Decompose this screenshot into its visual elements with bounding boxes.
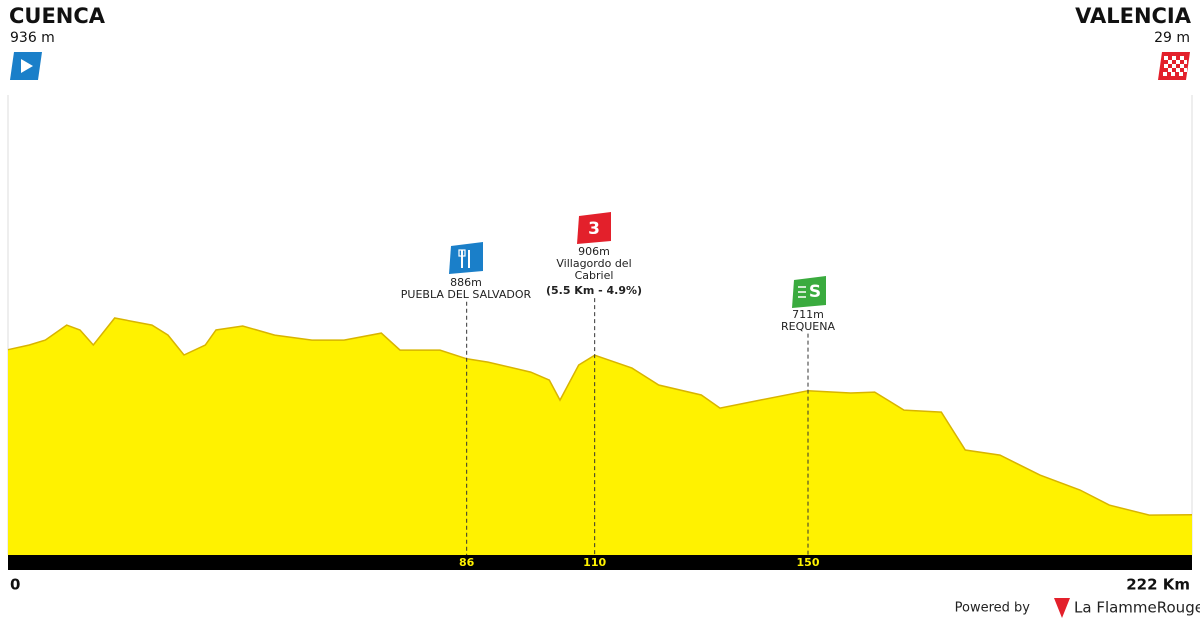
climb-category: 3: [588, 219, 600, 239]
marker-elevation: 711m: [792, 308, 824, 321]
finish-elevation: 29 m: [1154, 30, 1190, 46]
km-bar: [8, 555, 1192, 570]
marker-km: 86: [459, 556, 475, 569]
x-tick-label: 0: [10, 576, 20, 594]
finish-name: VALENCIA: [1075, 4, 1191, 28]
marker-km: 110: [583, 556, 606, 569]
sprint-icon: [792, 276, 826, 308]
elevation-line: [7, 317, 1193, 516]
marker-label: 906m Villagordo del Cabriel (5.5 Km - 4.…: [494, 246, 694, 297]
start-elevation: 936 m: [10, 30, 55, 46]
sprint-badge: S: [809, 282, 821, 302]
marker-name: Villagordo del Cabriel: [556, 257, 632, 282]
marker-name: PUEBLA DEL SALVADOR: [400, 288, 532, 301]
marker-name: REQUENA: [780, 320, 835, 333]
marker-label: 711m REQUENA: [708, 309, 908, 333]
marker-label: 886m PUEBLA DEL SALVADOR: [366, 277, 566, 301]
feed-icon: [449, 242, 483, 274]
marker-km: 150: [797, 556, 820, 569]
brand-logo: [1054, 598, 1070, 618]
start-arrow: [21, 59, 33, 73]
climb-icon: [577, 212, 611, 244]
marker-elevation: 906m: [578, 245, 610, 258]
marker-elevation: 886m: [450, 276, 482, 289]
climb-detail: (5.5 Km - 4.9%): [545, 284, 643, 297]
sprint-lines: [798, 286, 806, 298]
brand: La FlammeRouge: [1074, 599, 1200, 617]
finish-icon: [1158, 52, 1190, 80]
area-fill: [8, 318, 1192, 555]
start-name: CUENCA: [9, 4, 106, 28]
x-tick-label: 222 Km: [1126, 576, 1190, 594]
credit: Powered by: [955, 601, 1031, 616]
